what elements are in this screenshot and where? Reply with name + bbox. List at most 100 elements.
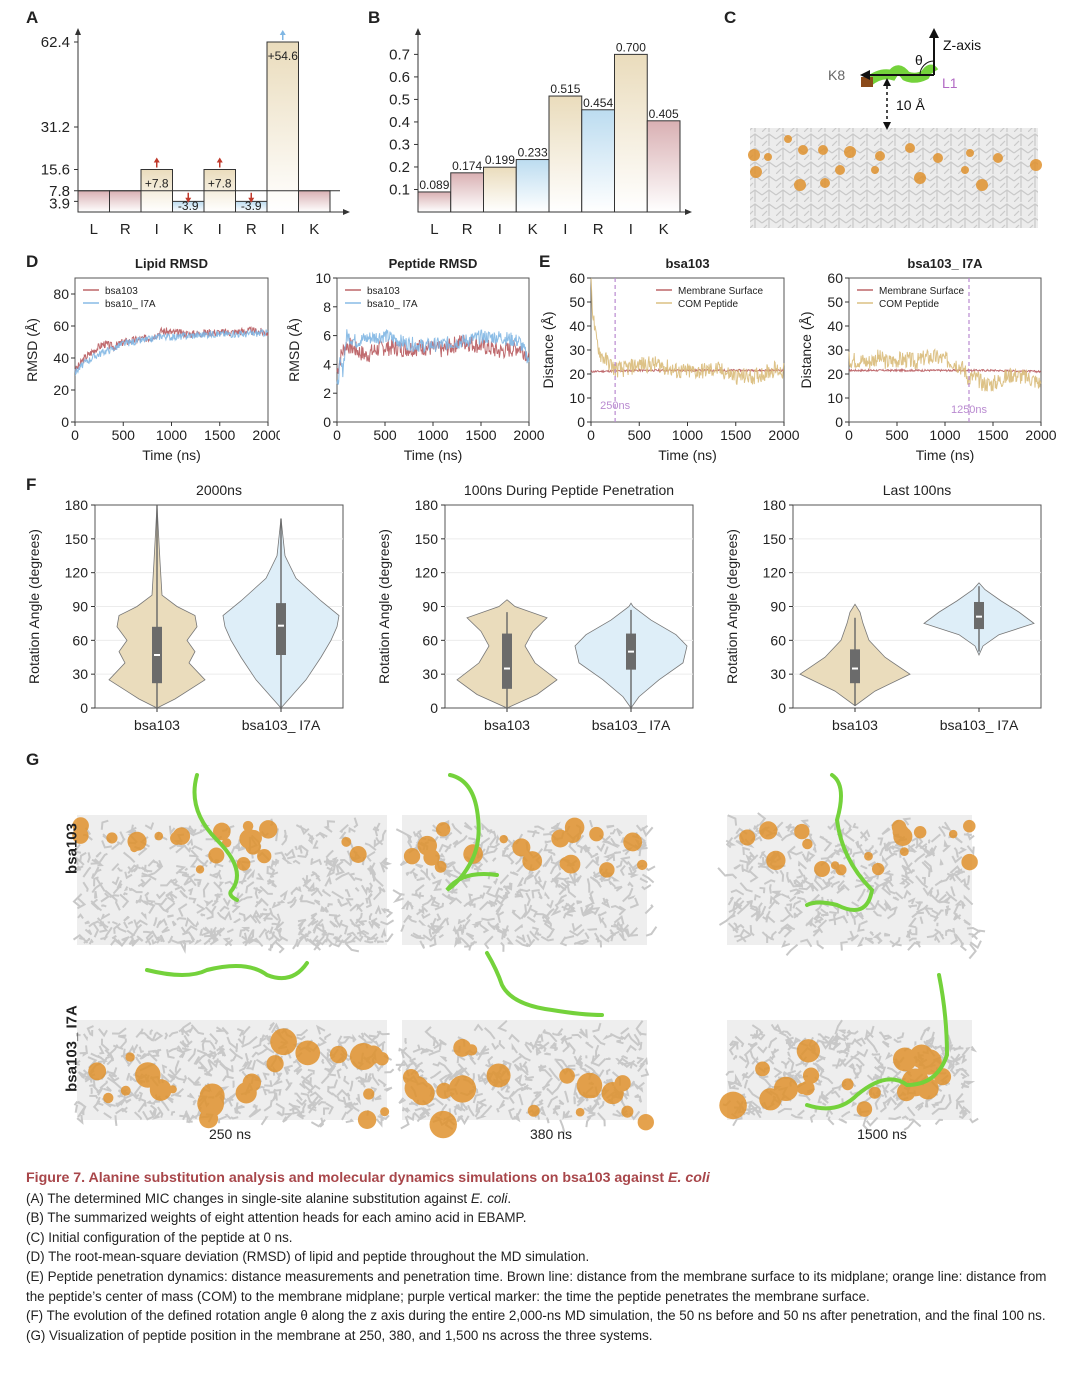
lipid-stick	[413, 1111, 427, 1121]
lipid-stick	[592, 1034, 606, 1046]
lipid-stick	[949, 872, 962, 882]
lipid-stick	[881, 1040, 890, 1048]
lipid-stick	[408, 917, 417, 924]
lipid-stick	[773, 891, 783, 899]
x-tick-label: K	[528, 221, 538, 238]
lipid-stick	[953, 1045, 962, 1052]
lipid-stick	[934, 1094, 946, 1105]
lipid-stick	[550, 860, 562, 871]
lipid-stick	[476, 1100, 486, 1111]
lipid-stick	[557, 894, 568, 904]
lipid-stick	[260, 913, 270, 922]
lipid-stick	[188, 897, 197, 904]
x-tick-label: K	[659, 221, 669, 238]
lipid-stick	[758, 905, 767, 917]
lipid-stick	[357, 1079, 366, 1088]
lipid-stick	[247, 937, 264, 948]
lipid-stick	[174, 885, 186, 893]
lipid-stick	[734, 934, 747, 943]
lipid-stick	[540, 1106, 547, 1117]
lipid-stick	[595, 1044, 600, 1058]
lipid-stick	[790, 1113, 803, 1119]
lipid-stick	[511, 1042, 518, 1054]
lipid-stick	[121, 1106, 128, 1113]
lipid-stick	[854, 910, 865, 920]
lipid-stick	[840, 1049, 849, 1058]
lipid-stick	[944, 907, 951, 916]
lipid-stick	[508, 1090, 516, 1105]
lipid-stick	[637, 1062, 646, 1073]
phosphate-sphere	[380, 1107, 390, 1117]
phosphate-sphere	[172, 827, 191, 845]
lipid-stick	[749, 1042, 758, 1048]
lipid-stick	[605, 1068, 611, 1075]
series-line-bsa103	[74, 326, 269, 373]
lipid-stick	[957, 846, 968, 855]
lipid-stick	[526, 915, 536, 923]
lipid-stick	[463, 821, 473, 831]
x-tick-label: 2000	[513, 427, 544, 443]
lipid-stick	[780, 914, 791, 923]
lipid-stick	[73, 1101, 83, 1106]
lipid-stick	[905, 928, 913, 938]
lipid-stick	[543, 843, 553, 852]
lipid-stick	[374, 904, 382, 915]
lipid-stick	[315, 874, 321, 882]
lipid-stick	[547, 1095, 559, 1108]
lipid-stick	[638, 845, 643, 857]
lipid-stick	[839, 828, 855, 843]
lipid-stick	[831, 1090, 841, 1098]
lipid-stick	[531, 829, 537, 838]
lipid-stick	[127, 1044, 136, 1055]
lipid-stick	[793, 912, 799, 918]
lipid-stick	[589, 819, 594, 828]
lipid-stick	[906, 869, 915, 875]
lipid-stick	[188, 887, 194, 896]
violin-median	[504, 667, 510, 670]
lipid-stick	[550, 906, 561, 917]
y-tick-label: 15.6	[41, 162, 70, 179]
lipid-stick	[109, 894, 120, 899]
lipid-stick	[558, 882, 569, 896]
lipid-stick	[365, 850, 376, 862]
lipid-stick	[72, 893, 83, 908]
lipid-stick	[419, 940, 426, 949]
lipid-stick	[167, 914, 174, 918]
lipid-stick	[364, 940, 374, 944]
y-tick-label: 180	[65, 497, 89, 513]
y-tick-label: 8	[323, 299, 331, 315]
lipid-stick	[828, 1041, 835, 1051]
lipid-stick	[958, 1112, 968, 1120]
lipid-stick	[205, 899, 214, 907]
lipid-stick	[587, 908, 596, 914]
lipid-stick	[341, 1111, 348, 1121]
lipid-stick	[122, 1048, 130, 1065]
lipid-stick	[133, 919, 139, 929]
lipid-stick	[95, 851, 102, 858]
lipid-stick	[90, 1087, 93, 1095]
lipid-stick	[281, 835, 288, 846]
lipid-stick	[771, 1048, 780, 1056]
y-tick-label: 150	[763, 531, 787, 547]
lipid-stick	[332, 939, 344, 948]
y-tick-label: 30	[422, 666, 438, 682]
lipid-stick	[919, 916, 924, 924]
series-line-com-peptide	[590, 277, 785, 385]
lipid-stick	[560, 1035, 567, 1045]
lipid-stick	[559, 1119, 566, 1133]
lipid-stick	[233, 918, 241, 924]
lipid-stick	[781, 893, 791, 900]
lipid-stick	[862, 871, 871, 880]
phosphate-sphere	[130, 844, 139, 853]
lipid-stick	[266, 866, 273, 876]
lipid-stick	[848, 1062, 857, 1071]
lipid-stick	[170, 1087, 185, 1097]
lipid-stick	[331, 890, 344, 900]
lipid-stick	[743, 1111, 751, 1116]
lipid-stick	[901, 864, 913, 874]
lipid-stick	[881, 854, 888, 865]
violin-median	[976, 615, 982, 618]
x-tick-label: R	[462, 221, 473, 238]
lipid-stick	[627, 927, 639, 937]
lipid-stick	[562, 912, 574, 919]
